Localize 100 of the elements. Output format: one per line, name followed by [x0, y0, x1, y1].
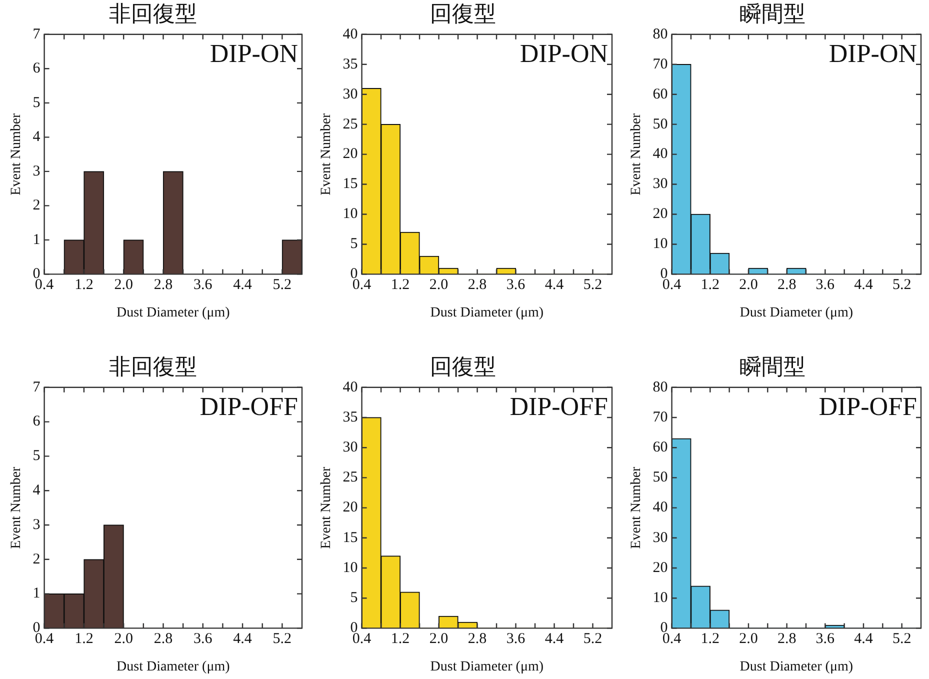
x-axis-title: Dust Diameter (μm) [430, 305, 544, 320]
y-tick-label: 50 [652, 116, 668, 132]
y-tick-label: 1 [32, 232, 40, 248]
x-tick-label: 4.4 [233, 277, 252, 294]
y-tick-label: 50 [652, 470, 668, 486]
y-tick-label: 60 [652, 86, 668, 102]
y-axis-title: Event Number [9, 112, 24, 196]
x-tick-label: 4.4 [854, 277, 874, 294]
x-tick-label: 2.8 [777, 631, 796, 648]
annotation: DIP-OFF [818, 392, 917, 422]
x-tick-label: 5.2 [892, 631, 912, 648]
y-tick-label: 60 [652, 440, 668, 456]
annotation: DIP-OFF [200, 392, 298, 422]
chart-title: 非回復型 [109, 354, 197, 379]
y-tick-label: 25 [342, 116, 358, 132]
x-tick-label: 1.2 [390, 631, 410, 648]
y-tick-label: 10 [652, 236, 668, 252]
y-tick-label: 20 [652, 206, 668, 222]
chart-title: 瞬間型 [740, 0, 806, 26]
y-tick-label: 5 [32, 448, 40, 464]
y-tick-label: 2 [32, 551, 40, 568]
x-tick-label: 0.4 [352, 277, 372, 294]
x-tick-label: 5.2 [583, 631, 602, 648]
y-tick-label: 20 [652, 560, 668, 576]
y-tick-label: 80 [652, 379, 668, 396]
y-tick-label: 10 [652, 590, 668, 606]
x-tick-label: 3.6 [506, 631, 526, 648]
x-tick-label: 4.4 [544, 277, 564, 294]
x-tick-label: 0.4 [662, 631, 682, 648]
x-tick-label: 2.8 [468, 631, 487, 648]
annotation: DIP-ON [828, 39, 918, 68]
y-tick-label: 70 [652, 409, 668, 426]
x-tick-label: 1.2 [700, 277, 720, 294]
y-tick-label: 6 [32, 414, 41, 430]
y-tick-label: 5 [32, 94, 40, 111]
x-tick-label: 3.6 [816, 631, 836, 648]
y-tick-label: 15 [342, 530, 358, 546]
y-axis-title: Event Number [319, 112, 334, 196]
x-tick-label: 5.2 [583, 277, 602, 294]
x-tick-label: 0.4 [34, 631, 54, 648]
x-tick-label: 1.2 [700, 631, 720, 648]
y-axis-title: Event Number [9, 466, 24, 549]
x-tick-label: 2.8 [777, 277, 796, 294]
y-tick-label: 3 [32, 163, 40, 180]
y-tick-label: 30 [652, 176, 668, 192]
x-axis-title: Dust Diameter (μm) [430, 659, 544, 674]
x-tick-label: 5.2 [272, 277, 292, 294]
y-tick-label: 10 [342, 206, 358, 222]
y-tick-label: 70 [652, 56, 668, 72]
x-axis-title: Dust Diameter (μm) [740, 305, 854, 320]
x-tick-label: 2.8 [468, 277, 487, 294]
x-axis-title: Dust Diameter (μm) [740, 659, 854, 674]
y-tick-label: 15 [342, 176, 358, 192]
x-tick-label: 2.0 [114, 631, 133, 648]
y-tick-label: 5 [350, 236, 358, 252]
x-tick-label: 2.8 [154, 277, 173, 294]
y-tick-label: 7 [32, 26, 41, 42]
y-tick-label: 5 [350, 590, 358, 606]
x-tick-label: 0.4 [662, 277, 682, 294]
y-tick-label: 35 [342, 56, 358, 72]
annotation: DIP-ON [520, 39, 608, 68]
y-tick-label: 10 [342, 560, 358, 576]
x-tick-label: 0.4 [352, 631, 372, 648]
x-tick-label: 3.6 [194, 631, 213, 648]
x-axis-title: Dust Diameter (μm) [116, 659, 230, 674]
y-tick-label: 2 [32, 198, 40, 214]
chart-title: 回復型 [430, 0, 496, 26]
y-tick-label: 80 [652, 26, 668, 42]
chart-title: 非回復型 [109, 0, 197, 26]
x-tick-label: 3.6 [506, 277, 526, 294]
y-tick-label: 40 [342, 26, 358, 42]
x-tick-label: 1.2 [390, 277, 410, 294]
annotation: DIP-ON [210, 39, 298, 68]
y-tick-label: 30 [342, 440, 358, 456]
x-tick-label: 3.6 [194, 277, 213, 294]
x-tick-label: 0.4 [34, 277, 54, 294]
x-tick-label: 2.0 [739, 277, 758, 294]
y-tick-label: 35 [342, 409, 358, 426]
x-tick-label: 2.0 [739, 631, 758, 648]
y-tick-label: 40 [342, 379, 358, 396]
x-tick-label: 2.0 [114, 277, 133, 294]
x-tick-label: 1.2 [74, 277, 94, 294]
annotation: DIP-OFF [510, 392, 608, 422]
x-tick-label: 5.2 [892, 277, 912, 294]
x-tick-label: 4.4 [854, 631, 874, 648]
y-tick-label: 3 [32, 516, 40, 533]
y-tick-label: 40 [652, 500, 668, 516]
y-tick-label: 6 [32, 60, 41, 77]
x-tick-label: 1.2 [74, 631, 94, 648]
x-tick-label: 2.8 [154, 631, 173, 648]
x-tick-label: 2.0 [429, 631, 448, 648]
y-axis-title: Event Number [629, 466, 644, 549]
y-tick-label: 7 [32, 379, 41, 396]
y-tick-label: 4 [32, 129, 41, 146]
y-tick-label: 20 [342, 146, 358, 162]
x-tick-label: 4.4 [233, 631, 252, 648]
x-tick-label: 3.6 [816, 277, 836, 294]
chart-title: 回復型 [430, 354, 496, 379]
x-tick-label: 4.4 [544, 631, 564, 648]
y-axis-title: Event Number [629, 112, 644, 196]
